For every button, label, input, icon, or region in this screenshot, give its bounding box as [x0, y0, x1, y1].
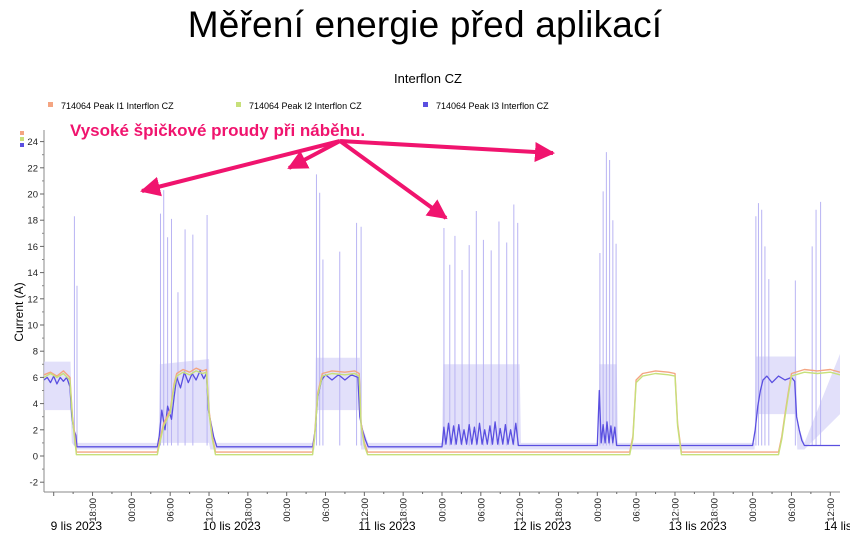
x-tick-label: 12:00	[826, 498, 837, 522]
legend-item-i1: 714064 Peak I1 Interflon CZ	[48, 101, 174, 111]
slide-title: Měření energie před aplikací	[187, 4, 663, 45]
annotation-text: Vysoké špičkové proudy při náběhu.	[70, 121, 365, 140]
y-tick-label: 0	[33, 452, 38, 463]
series-line-i2	[44, 370, 840, 456]
x-tick-label: 18:00	[709, 498, 720, 522]
y-tick-label: 14	[27, 268, 38, 279]
marker-i1	[20, 131, 24, 135]
x-date-label: 11 lis 2023	[358, 519, 415, 533]
x-tick-label: 06:00	[321, 498, 332, 522]
legend-label-i1: 714064 Peak I1 Interflon CZ	[61, 101, 174, 111]
legend-swatch-i3	[423, 102, 428, 107]
x-date-label: 14 lis 2023	[824, 519, 850, 533]
spike-layer	[73, 152, 822, 446]
x-tick-label: 18:00	[399, 498, 410, 522]
envelope-layer	[44, 353, 840, 450]
y-tick-label: 16	[27, 242, 38, 253]
x-tick-label: 00:00	[438, 498, 449, 522]
chart-title: Interflon CZ	[394, 71, 462, 86]
x-date-label: 10 lis 2023	[203, 519, 261, 533]
y-axis-title: Current (A)	[12, 282, 26, 341]
x-tick-label: 00:00	[282, 498, 293, 522]
series-layer	[44, 367, 840, 456]
x-tick-label: 12:00	[360, 498, 371, 522]
legend-swatch-i2	[236, 102, 241, 107]
y-tick-label: 20	[27, 190, 38, 201]
x-tick-label: 06:00	[476, 498, 487, 522]
legend: 714064 Peak I1 Interflon CZ 714064 Peak …	[48, 101, 549, 111]
y-tick-label: 10	[27, 321, 38, 332]
y-tick-label: 8	[33, 347, 38, 358]
x-tick-label: 00:00	[127, 498, 138, 522]
i3-range-band	[44, 353, 840, 450]
x-tick-label: 06:00	[632, 498, 643, 522]
annotation-arrows	[140, 139, 555, 220]
legend-label-i2: 714064 Peak I2 Interflon CZ	[249, 101, 362, 111]
x-date-label: 9 lis 2023	[51, 519, 103, 533]
legend-label-i3: 714064 Peak I3 Interflon CZ	[436, 101, 549, 111]
legend-item-i3: 714064 Peak I3 Interflon CZ	[423, 101, 549, 111]
x-tick-label: 12:00	[205, 498, 216, 522]
x-tick-label: 18:00	[243, 498, 254, 522]
x-tick-label: 00:00	[748, 498, 759, 522]
y-tick-label: 24	[27, 137, 38, 148]
legend-swatch-i1	[48, 102, 53, 107]
y-tick-label: -2	[30, 478, 38, 489]
x-tick-label: 12:00	[515, 498, 526, 522]
x-tick-label: 18:00	[88, 498, 99, 522]
series-markers	[20, 131, 24, 147]
x-tick-label: 06:00	[787, 498, 798, 522]
legend-item-i2: 714064 Peak I2 Interflon CZ	[236, 101, 362, 111]
x-tick-label: 18:00	[554, 498, 565, 522]
marker-i2	[20, 137, 24, 141]
x-axis: 18:00 00:00 06:00 12:00 18:00 00:00 06:00 12:00…	[44, 491, 850, 533]
x-date-label: 13 lis 2023	[669, 519, 727, 533]
arrow-day3	[338, 139, 448, 220]
y-tick-label: 22	[27, 163, 38, 174]
y-tick-label: 12	[27, 294, 38, 305]
x-date-label: 12 lis 2023	[513, 519, 571, 533]
x-tick-label: 06:00	[166, 498, 177, 522]
x-tick-label: 12:00	[670, 498, 681, 522]
arrow-day4	[339, 139, 555, 162]
y-tick-label: 6	[33, 373, 38, 384]
y-tick-label: 18	[27, 216, 38, 227]
arrow-day1	[140, 139, 341, 197]
series-line-i3	[44, 370, 840, 448]
x-tick-label: 00:00	[593, 498, 604, 522]
arrow-day2	[287, 139, 341, 170]
y-tick-label: 2	[33, 425, 38, 436]
plot-area	[44, 152, 840, 456]
marker-i3	[20, 143, 24, 147]
y-tick-label: 4	[33, 399, 38, 410]
